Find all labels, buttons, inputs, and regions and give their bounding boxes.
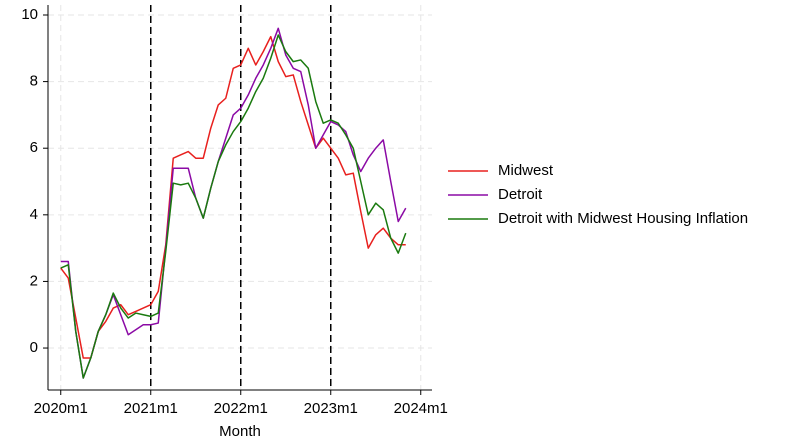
x-tick-label: 2024m1 <box>394 400 448 417</box>
legend-label: Detroit with Midwest Housing Inflation <box>498 210 748 227</box>
x-tick-label: 2022m1 <box>214 400 268 417</box>
series-line <box>60 34 407 379</box>
x-tick-label: 2020m1 <box>34 400 88 417</box>
y-tick-label: 4 <box>30 206 38 223</box>
y-tick-label: 10 <box>21 6 38 23</box>
x-tick-label: 2023m1 <box>304 400 358 417</box>
y-tick-label: 6 <box>30 139 38 156</box>
x-axis-label: Month <box>219 423 261 440</box>
y-tick-label: 2 <box>30 272 38 289</box>
y-tick-label: 0 <box>30 339 38 356</box>
series-line <box>60 27 407 379</box>
y-tick-label: 8 <box>30 73 38 90</box>
series-line <box>60 35 406 359</box>
legend-label: Midwest <box>498 162 554 179</box>
legend-label: Detroit <box>498 186 543 203</box>
x-tick-label: 2021m1 <box>124 400 178 417</box>
